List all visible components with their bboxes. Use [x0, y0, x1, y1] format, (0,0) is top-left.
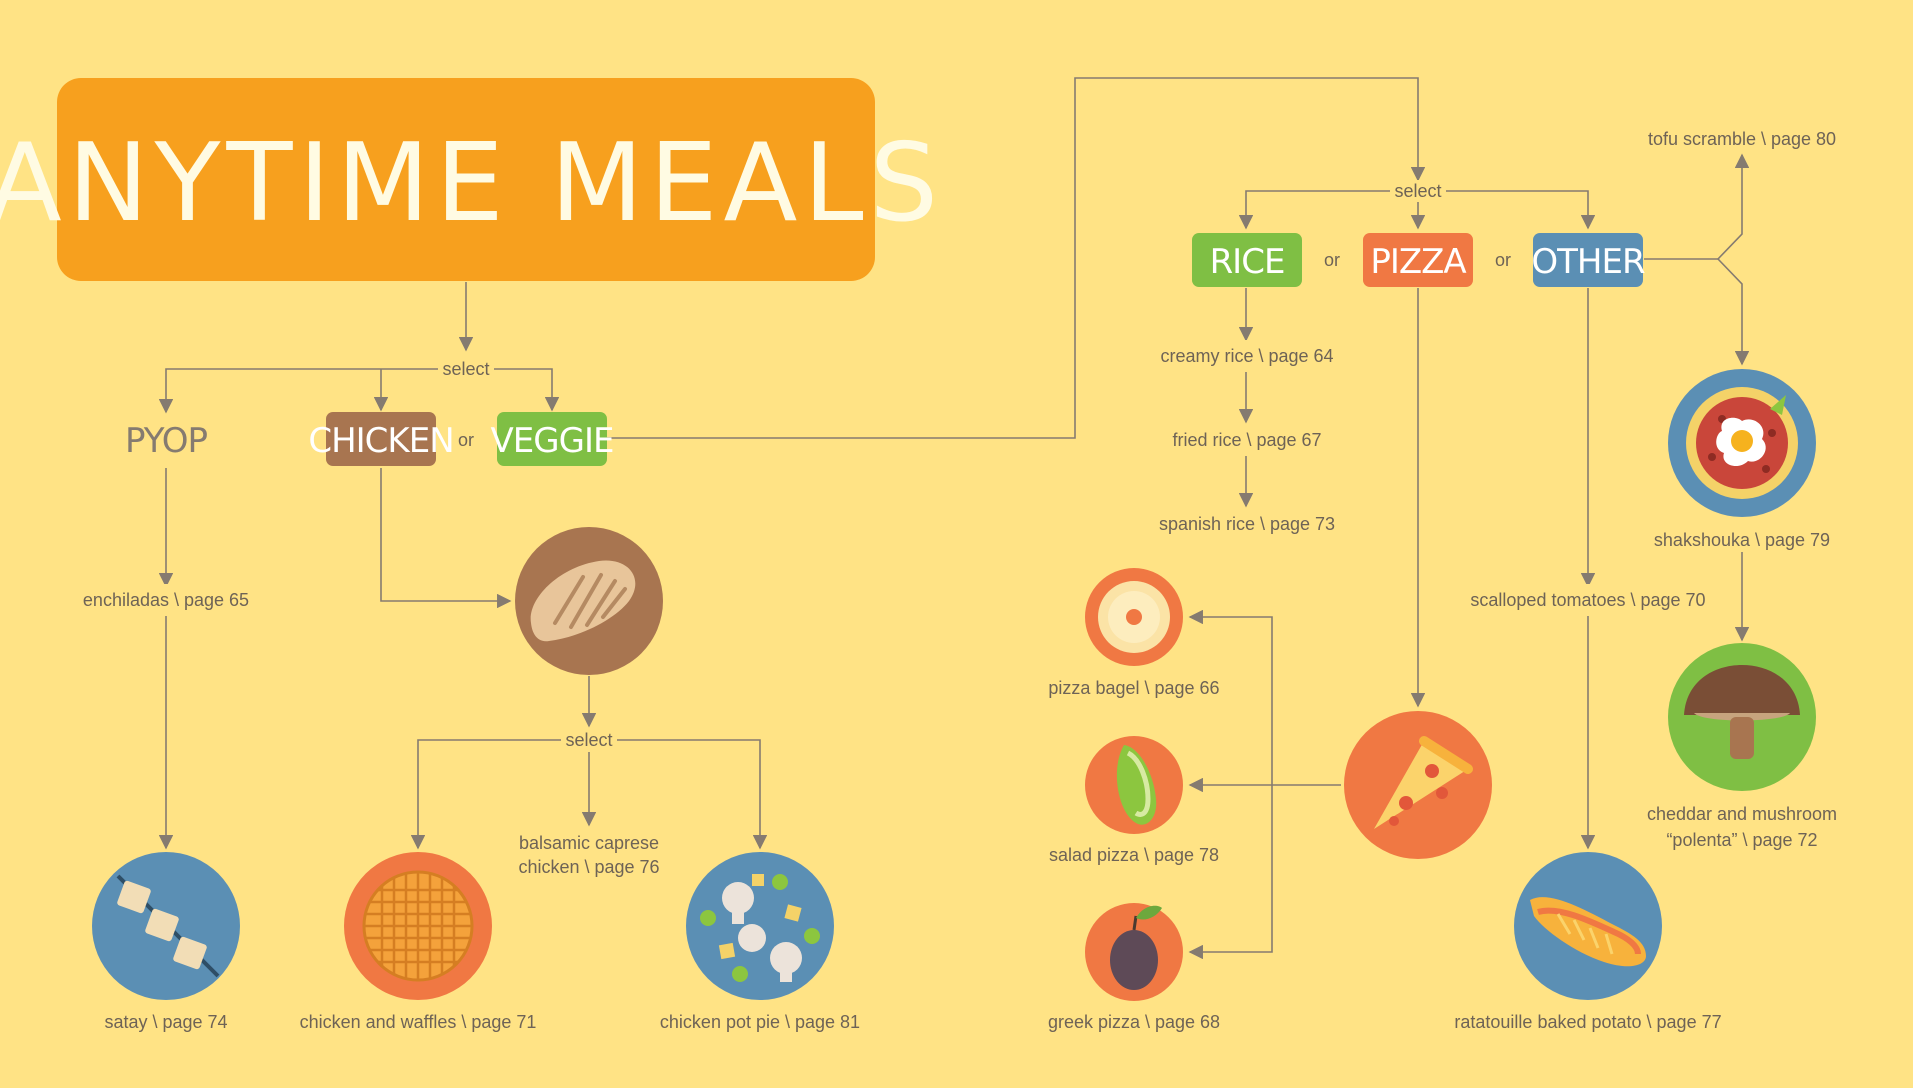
recipe-enchiladas[interactable]: enchiladas \ page 65: [83, 590, 249, 610]
chicken-breast-icon: [515, 527, 663, 675]
select-label-left: select: [442, 359, 489, 379]
shakshouka-icon: [1668, 369, 1816, 517]
recipe-satay[interactable]: satay \ page 74: [104, 1012, 227, 1032]
select-label-right: select: [1394, 181, 1441, 201]
option-pizza-button[interactable]: PIZZA: [1363, 233, 1473, 287]
olive-icon: [1085, 903, 1183, 1001]
option-veggie-button[interactable]: VEGGIE: [491, 412, 614, 466]
mushroom-icon: [1668, 643, 1816, 791]
recipe-chicken-waffles[interactable]: chicken and waffles \ page 71: [300, 1012, 537, 1032]
baked-potato-icon: [1514, 852, 1662, 1000]
option-chicken-button[interactable]: CHICKEN: [308, 412, 455, 466]
page-title: ANYTIME MEALS: [0, 121, 944, 246]
option-pyop[interactable]: PYOP: [125, 421, 208, 461]
recipe-pizza-bagel[interactable]: pizza bagel \ page 66: [1048, 678, 1219, 698]
recipe-ratatouille[interactable]: ratatouille baked potato \ page 77: [1454, 1012, 1721, 1032]
recipe-spanish-rice[interactable]: spanish rice \ page 73: [1159, 514, 1335, 534]
or-label-left: or: [458, 430, 474, 450]
right-connectors: [1188, 153, 1750, 960]
recipe-fried-rice[interactable]: fried rice \ page 67: [1172, 430, 1321, 450]
select-label-chicken: select: [565, 730, 612, 750]
bagel-icon: [1085, 568, 1183, 666]
recipe-balsamic-line1[interactable]: balsamic caprese: [519, 833, 659, 853]
option-chicken-label: CHICKEN: [308, 421, 453, 461]
recipe-salad-pizza[interactable]: salad pizza \ page 78: [1049, 845, 1219, 865]
recipe-labels: enchiladas \ page 65 satay \ page 74 chi…: [72, 129, 1837, 1032]
option-veggie-label: VEGGIE: [491, 421, 614, 461]
option-rice-label: RICE: [1210, 242, 1285, 282]
recipe-creamy-rice[interactable]: creamy rice \ page 64: [1160, 346, 1333, 366]
option-pizza-label: PIZZA: [1370, 242, 1466, 282]
recipe-tofu-scramble[interactable]: tofu scramble \ page 80: [1648, 129, 1836, 149]
title-banner: ANYTIME MEALS: [0, 78, 944, 281]
waffle-icon: [344, 852, 492, 1000]
option-other-label: OTHER: [1531, 242, 1645, 282]
or-label-right-1: or: [1324, 250, 1340, 270]
option-rice-button[interactable]: RICE: [1192, 233, 1302, 287]
recipe-greek-pizza[interactable]: greek pizza \ page 68: [1048, 1012, 1220, 1032]
recipe-balsamic-line2[interactable]: chicken \ page 76: [518, 857, 659, 877]
pot-pie-icon: [686, 852, 834, 1000]
pizza-slice-icon: [1344, 711, 1492, 859]
recipe-scalloped-tomatoes[interactable]: scalloped tomatoes \ page 70: [1470, 590, 1705, 610]
recipe-shakshouka[interactable]: shakshouka \ page 79: [1654, 530, 1830, 550]
recipe-cheddar-line2[interactable]: “polenta” \ page 72: [1666, 830, 1817, 850]
or-label-right-2: or: [1495, 250, 1511, 270]
avocado-slice-icon: [1085, 736, 1183, 834]
recipe-pot-pie[interactable]: chicken pot pie \ page 81: [660, 1012, 860, 1032]
recipe-cheddar-line1[interactable]: cheddar and mushroom: [1647, 804, 1837, 824]
left-connectors: [158, 77, 1426, 850]
option-other-button[interactable]: OTHER: [1531, 233, 1646, 287]
skewer-icon: [92, 852, 240, 1000]
